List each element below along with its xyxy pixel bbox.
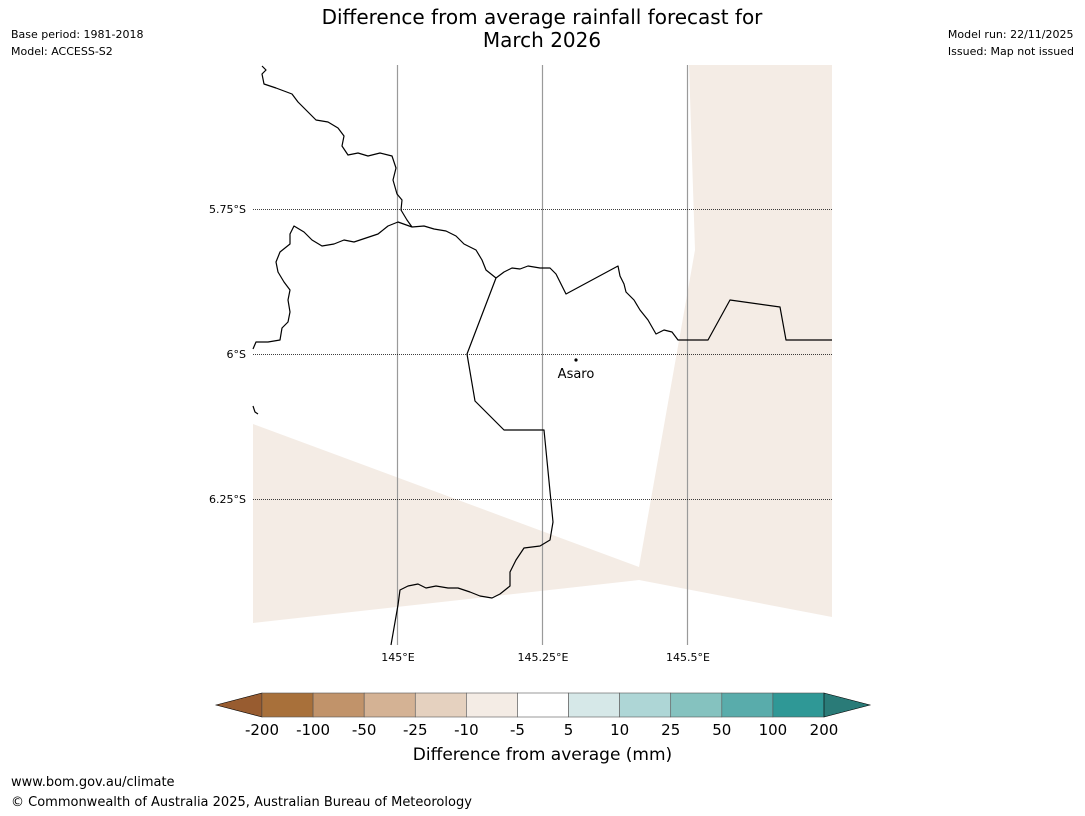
- colorbar-tick-label: 50: [712, 721, 731, 739]
- rainfall-shading-east: [639, 65, 832, 617]
- colorbar-cell: [670, 692, 723, 718]
- rainfall-shading-southwest: [253, 424, 639, 623]
- colorbar-tick-label: -200: [245, 721, 279, 739]
- colorbar-extend-high: [823, 692, 872, 718]
- colorbar-cell: [721, 692, 774, 718]
- boundary-central-ridge: [411, 225, 497, 279]
- lon-label-145-25: 145.25°E: [518, 651, 569, 664]
- model-run-text: Model run: 22/11/2025: [947, 28, 1074, 41]
- colorbar-tick-label: 5: [564, 721, 574, 739]
- issued-text: Issued: Map not issued: [947, 45, 1074, 58]
- colorbar-ticks: -200 -100 -50 -25 -10 -5 5 10 25 50 100 200: [245, 721, 838, 739]
- copyright-text: © Commonwealth of Australia 2025, Austra…: [11, 795, 472, 810]
- colorbar-cell: [363, 692, 416, 718]
- colorbar-tick-label: 25: [661, 721, 680, 739]
- colorbar-cell: [568, 692, 620, 718]
- colorbar-cell: [772, 692, 825, 718]
- colorbar-tick-label: -50: [352, 721, 377, 739]
- colorbar-cell: [312, 692, 365, 718]
- colorbar-label: Difference from average (mm): [412, 745, 673, 765]
- map-title: Difference from average rainfall forecas…: [242, 6, 842, 52]
- colorbar-cells: [261, 692, 825, 718]
- colorbar-cell: [261, 692, 314, 718]
- colorbar-cell: [619, 692, 672, 718]
- boundary-north: [261, 65, 413, 228]
- base-info: Base period: 1981-2018 Model: ACCESS-S2: [11, 26, 143, 60]
- colorbar-cell: [414, 692, 467, 718]
- lon-label-145-5: 145.5°E: [666, 651, 710, 664]
- title-line-2: March 2026: [482, 28, 602, 52]
- colorbar-tick-label: -100: [296, 721, 330, 739]
- colorbar-tick-label: 100: [759, 721, 788, 739]
- base-period-text: Base period: 1981-2018: [11, 28, 144, 41]
- boundary-west-loop: [252, 221, 413, 350]
- lat-label-5-75: 5.75°S: [209, 203, 246, 216]
- province-boundaries: [252, 65, 832, 646]
- asaro-marker: [574, 358, 578, 362]
- run-info: Model run: 22/11/2025 Issued: Map not is…: [948, 26, 1074, 60]
- colorbar-tick-label: -10: [454, 721, 479, 739]
- lat-label-6-25: 6.25°S: [209, 493, 246, 506]
- colorbar: -200 -100 -50 -25 -10 -5 5 10 25 50 100 200: [214, 692, 872, 739]
- colorbar-tick-label: -5: [510, 721, 525, 739]
- colorbar-extend-low: [214, 692, 263, 718]
- title-line-1: Difference from average rainfall forecas…: [321, 5, 763, 29]
- model-text: Model: ACCESS-S2: [11, 45, 113, 58]
- colorbar-cell: [517, 692, 569, 718]
- colorbar-tick-label: -25: [403, 721, 428, 739]
- website-link[interactable]: www.bom.gov.au/climate: [11, 775, 175, 790]
- colorbar-tick-label: 200: [810, 721, 839, 739]
- colorbar-tick-label: 10: [610, 721, 629, 739]
- colorbar-cell: [466, 692, 518, 718]
- boundary-west-province: [390, 277, 554, 646]
- boundary-fragment: [252, 405, 259, 415]
- boundary-northeast: [495, 265, 832, 341]
- lat-label-6: 6°S: [227, 348, 246, 361]
- lon-label-145: 145°E: [381, 651, 414, 664]
- asaro-label: Asaro: [558, 367, 595, 382]
